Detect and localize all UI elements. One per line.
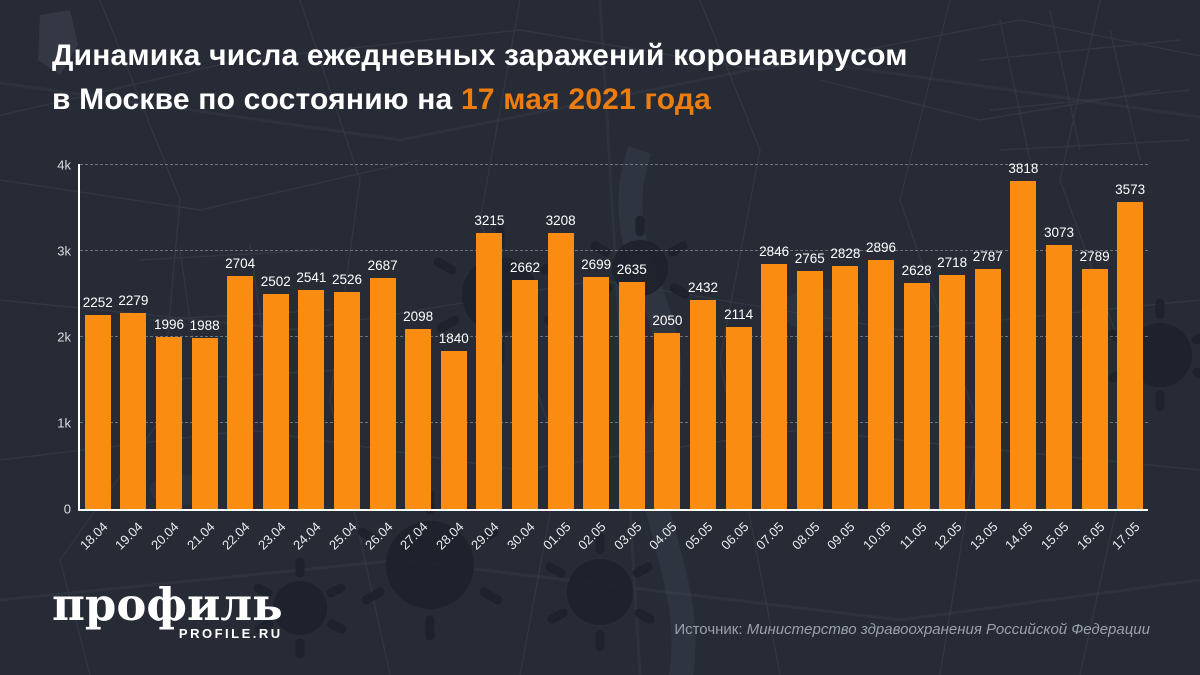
bar-06.05 xyxy=(725,327,752,509)
y-tick-label-1k: 1k xyxy=(57,415,71,431)
source-prefix: Источник: xyxy=(674,621,747,638)
bar-07.05 xyxy=(761,264,788,509)
bar-value-06.05: 2114 xyxy=(724,307,754,323)
bar-value-08.05: 2765 xyxy=(794,251,825,267)
bar-29.04 xyxy=(476,232,503,509)
bar-value-01.05: 3208 xyxy=(545,213,576,229)
y-tick-label-2k: 2k xyxy=(57,329,71,345)
title-date-accent: 17 мая 2021 года xyxy=(460,83,711,116)
bar-value-07.05: 2846 xyxy=(759,244,790,260)
bar-16.05 xyxy=(1081,269,1108,509)
bar-01.05 xyxy=(547,233,574,509)
gridline-2k xyxy=(80,336,1148,337)
bar-12.05 xyxy=(939,275,966,509)
bar-30.04 xyxy=(512,280,538,509)
logo-url: PROFILE.RU xyxy=(178,626,283,641)
bar-value-02.05: 2699 xyxy=(581,256,612,272)
bar-value-23.04: 2502 xyxy=(260,273,291,289)
bar-value-20.04: 1996 xyxy=(153,317,185,333)
bar-value-28.04: 1840 xyxy=(438,330,469,346)
bar-value-11.05: 2628 xyxy=(901,263,932,278)
bar-19.04 xyxy=(120,313,147,509)
bar-28.04 xyxy=(440,350,467,509)
bar-27.04 xyxy=(405,328,432,509)
logo-wordmark: профиль xyxy=(52,578,283,631)
bar-13.05 xyxy=(974,269,1001,509)
bar-26.04 xyxy=(369,277,396,509)
gridline-1k xyxy=(80,422,1148,423)
profile-logo: профиль PROFILE.RU xyxy=(52,578,283,642)
bar-value-24.04: 2541 xyxy=(296,270,327,286)
bar-value-18.04: 2252 xyxy=(82,295,113,311)
bar-05.05 xyxy=(690,299,716,509)
bar-25.04 xyxy=(334,291,360,509)
title-text-1: Динамика числа ежедневных заражений коро… xyxy=(52,39,908,72)
bar-value-13.05: 2787 xyxy=(972,249,1003,265)
bar-02.05 xyxy=(583,276,610,509)
bar-value-22.04: 2704 xyxy=(225,256,256,272)
bar-04.05 xyxy=(654,332,681,509)
bar-14.05 xyxy=(1010,180,1037,509)
y-axis-line xyxy=(78,164,80,511)
bar-value-05.05: 2432 xyxy=(687,279,719,295)
bar-value-04.05: 2050 xyxy=(652,312,683,328)
bar-value-30.04: 2662 xyxy=(509,260,541,276)
y-tick-label-0: 0 xyxy=(63,501,71,517)
bar-value-26.04: 2687 xyxy=(367,257,398,273)
bar-value-29.04: 3215 xyxy=(474,212,505,228)
bar-11.05 xyxy=(903,283,930,509)
source-name: Министерство здравоохранения Российской … xyxy=(746,621,1150,638)
bar-value-21.04: 1988 xyxy=(189,318,220,334)
source-attribution: Источник: Министерство здравоохранения Р… xyxy=(674,621,1150,638)
bar-value-15.05: 3073 xyxy=(1043,224,1075,240)
bar-24.04 xyxy=(298,290,325,509)
bar-value-09.05: 2828 xyxy=(830,245,861,261)
gridline-4k xyxy=(80,164,1148,165)
bar-18.04 xyxy=(84,315,111,509)
x-axis-line xyxy=(78,509,1148,511)
bar-23.04 xyxy=(262,293,289,509)
bar-15.05 xyxy=(1046,244,1072,509)
bar-10.05 xyxy=(868,259,894,509)
bar-value-25.04: 2526 xyxy=(331,271,363,287)
bar-value-12.05: 2718 xyxy=(937,255,968,271)
bar-value-19.04: 2279 xyxy=(118,293,149,309)
gridline-3k xyxy=(80,250,1148,251)
bar-value-14.05: 3818 xyxy=(1008,160,1039,176)
bar-value-16.05: 2789 xyxy=(1079,249,1110,265)
bar-09.05 xyxy=(832,265,859,509)
bar-03.05 xyxy=(618,282,645,509)
bar-value-03.05: 2635 xyxy=(616,262,647,278)
bar-22.04 xyxy=(227,276,254,509)
bar-21.04 xyxy=(191,338,218,509)
bar-08.05 xyxy=(796,271,823,509)
y-tick-label-3k: 3k xyxy=(57,243,71,259)
page-title: Динамика числа ежедневных заражений коро… xyxy=(52,34,1162,122)
bar-value-10.05: 2896 xyxy=(865,239,897,255)
bar-value-27.04: 2098 xyxy=(403,308,434,324)
bar-20.04 xyxy=(156,337,182,509)
y-tick-label-4k: 4k xyxy=(57,157,71,173)
title-line-2: в Москве по состоянию на 17 мая 2021 год… xyxy=(52,78,1162,122)
title-text-2: в Москве по состоянию на xyxy=(52,83,461,116)
bar-17.05 xyxy=(1117,201,1144,509)
bar-value-17.05: 3573 xyxy=(1115,181,1146,197)
plot-area: 0 1k 2k 3k 4k 2252 18.04 2279 19.04 1996 20.04 1988… xyxy=(57,158,1148,553)
title-line-1: Динамика числа ежедневных заражений коро… xyxy=(52,34,1162,78)
